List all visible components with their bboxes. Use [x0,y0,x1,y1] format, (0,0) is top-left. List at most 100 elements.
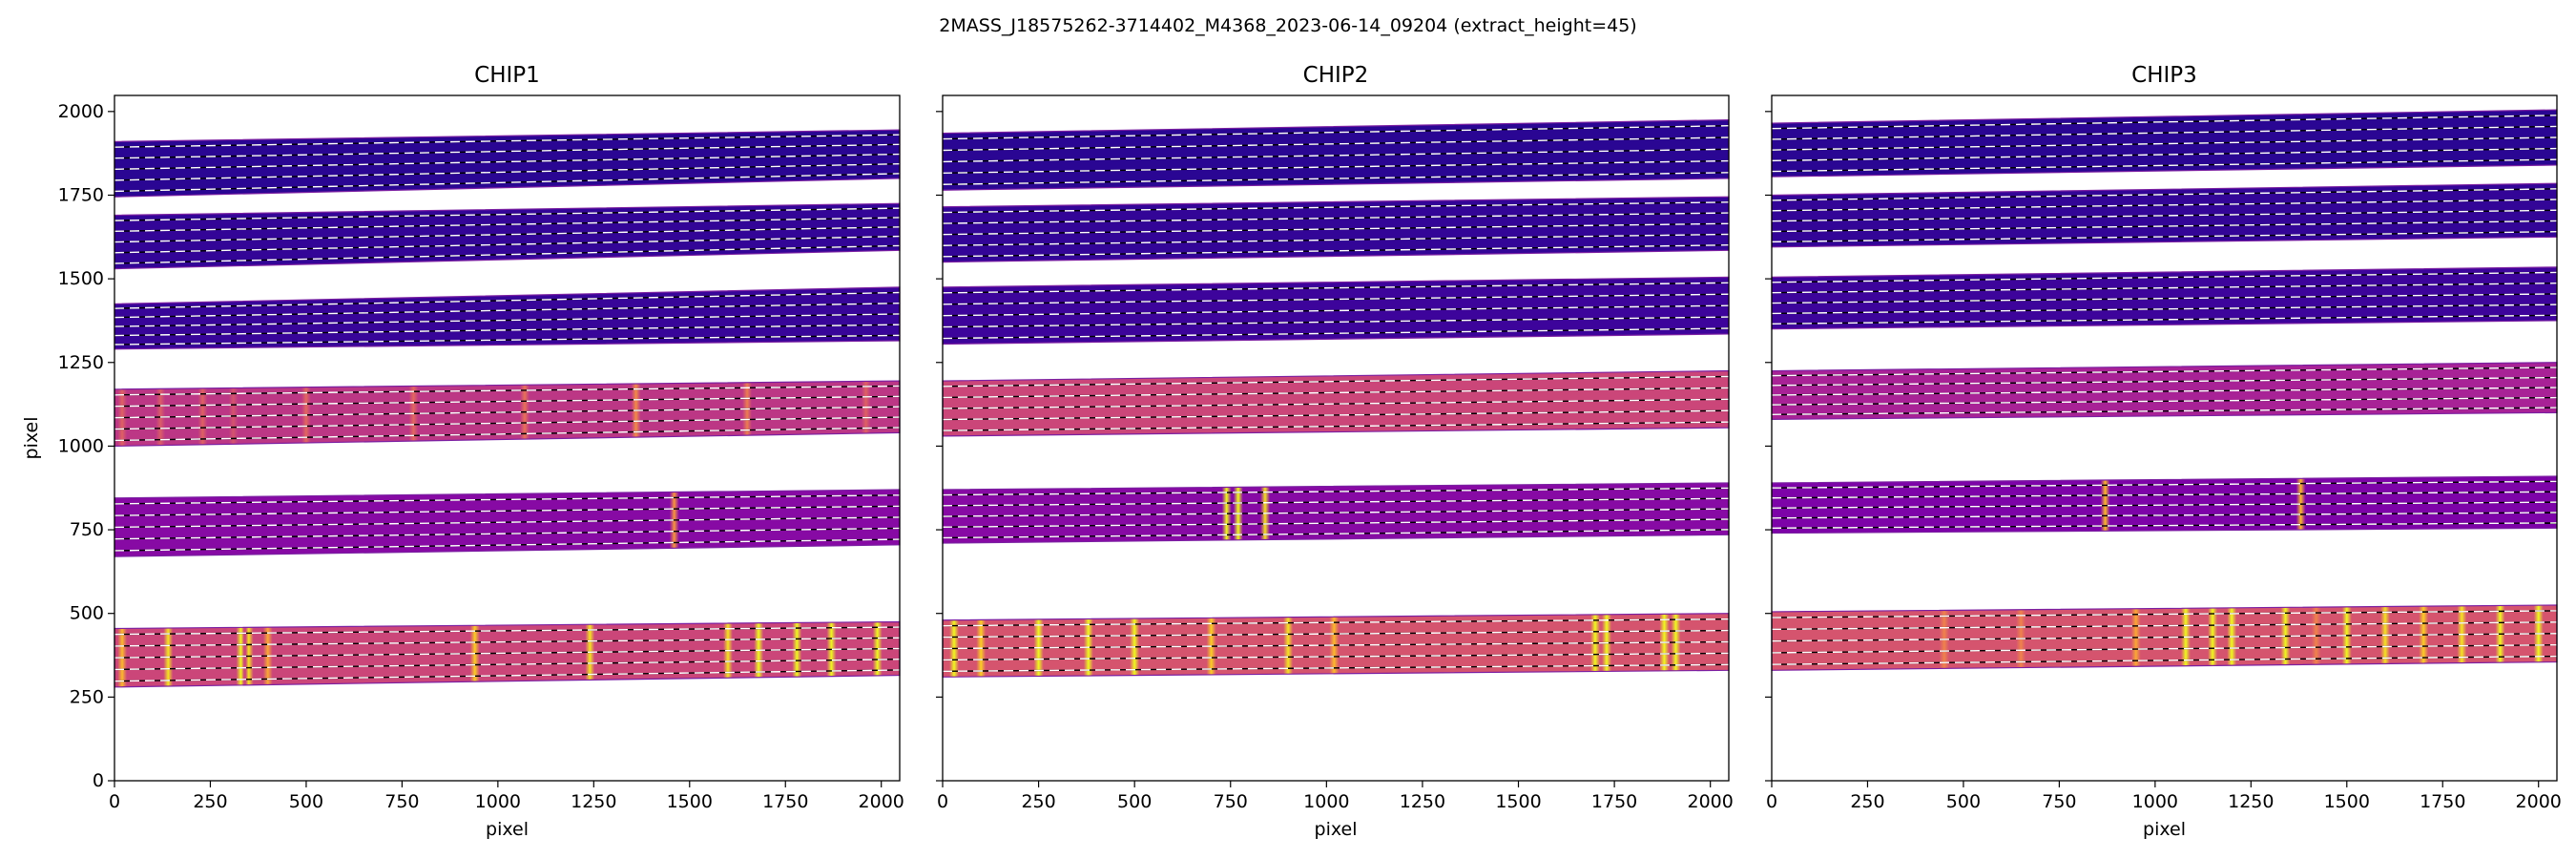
chip2-order-5-trace [942,508,1730,517]
chip3-order-6-trace [1771,655,2558,665]
chip2-xtick-label: 1250 [1400,791,1445,812]
chip1-order-3-trace [114,324,901,337]
chip2-order-3-trace [942,282,1730,294]
chip1-order-4-trace [114,385,901,396]
chip1-order-4-trace [114,416,901,430]
chip1-order-5-trace [114,516,901,529]
chip1-xlabel: pixel [486,819,529,840]
chip2-xtick-label: 1000 [1303,791,1349,812]
chip2-order-5-trace [942,518,1730,528]
chip2-order-1-trace [942,172,1730,185]
chip3-order-3-trace [1771,271,2558,283]
chip1-order-5-trace [114,538,901,552]
chip3-xlabel: pixel [2143,819,2186,840]
chip1-order-4-trace [114,395,901,408]
chip2-axes: 0 250 500 750 1000 1250 1500 1750 2000 [936,94,1734,812]
chip1-order-3-trace [114,334,901,346]
chip1-ytick-label: 1250 [58,352,104,373]
chip1-order-1-trace [114,173,901,193]
chip3-order-1-trace [1771,136,2558,151]
chip1-order-6-trace [114,637,901,647]
chip3-order-2-trace [1771,188,2558,201]
chip1-xtick-label: 1750 [762,791,808,812]
chip3-order-5-trace [1771,480,2558,489]
chip1-plot-area [114,129,901,688]
chip2-order-3-trace [942,304,1730,317]
chip3-order-6-trace [1771,610,2558,618]
chip3-panel: CHIP3 pixel 0 250 500 750 1000 1250 1500 1750 20… [1765,63,2562,840]
chip2-order-6-trace [942,629,1730,639]
chip2-order-5-trace [942,529,1730,539]
chip3-order-6-trace [1771,621,2558,631]
chip3-axes: 0 250 500 750 1000 1250 1500 1750 2000 [1765,94,2562,812]
chip2-order-4-trace [942,409,1730,421]
chip1-axes: 0 250 500 750 1000 1250 1500 1750 2000 0 250 500 750… [58,94,904,812]
chip3-xtick-label: 0 [1766,791,1777,812]
chip2-order-2-trace [942,222,1730,236]
chip2-order-4-trace [942,387,1730,399]
chip1-xtick-label: 500 [289,791,323,812]
chip3-order-3-trace [1771,314,2558,325]
chip2-order-6-trace [942,663,1730,673]
chip2-order-6-trace [942,618,1730,627]
chip1-order-3-trace [114,313,901,327]
chip2-xtick-label: 500 [1117,791,1152,812]
chip1-order-6-trace [114,647,901,659]
chip1-title: CHIP1 [474,63,540,88]
chip3-xtick-label: 1750 [2420,791,2465,812]
chip3-order-6-trace [1771,633,2558,642]
chip3-order-1-trace [1771,115,2558,130]
chip1-axes-frame [114,94,901,782]
chip3-xtick-label: 500 [1946,791,1981,812]
chip2-xtick-label: 750 [1214,791,1248,812]
chip1-ytick-label: 250 [70,686,104,707]
chip2-order-1-trace [942,159,1730,175]
chip1-order-2 [114,202,901,270]
chip3-order-1-trace [1771,158,2558,173]
chip2-xtick-label: 0 [937,791,948,812]
chip3-xtick-label: 1250 [2228,791,2274,812]
chip1-xtick-label: 2000 [859,791,904,812]
chip3-order-5-trace [1771,522,2558,530]
chip1-order-5-trace [114,527,901,540]
chip1-xtick-label: 1000 [475,791,521,812]
chip1-ytick-label: 1500 [58,268,104,289]
chip3-order-5-trace [1771,491,2558,499]
chip1-xtick-label: 1250 [571,791,616,812]
chip2-order-2-trace [942,212,1730,224]
chip3-order-3-trace [1771,304,2558,315]
chip1-order-6-trace [114,626,901,636]
chip1-ytick-label: 1000 [58,435,104,456]
chip2-order-3-trace [942,293,1730,305]
chip1-xtick-label: 250 [193,791,227,812]
chip3-order-1-trace [1771,125,2558,140]
chip3-xtick-label: 1500 [2324,791,2370,812]
chip3-axes-frame [1771,94,2558,782]
chip1-xtick-label: 750 [384,791,419,812]
chip1-order-3-trace [114,291,901,309]
chip3-order-2-trace [1771,220,2558,233]
chip1-ytick-label: 0 [93,770,104,791]
chip2-order-4-trace [942,421,1730,431]
chip3-xtick-label: 750 [2042,791,2076,812]
chip1-order-5-trace [114,505,901,516]
chip1-order-2-trace [114,235,901,254]
chip2-order-2-trace [942,233,1730,246]
chip3-order-6-trace [1771,643,2558,654]
chip3-order-1-trace [1771,147,2558,162]
chip3-order-2-trace [1771,199,2558,212]
chip2-title: CHIP2 [1303,63,1369,88]
chip2-order-6-trace [942,652,1730,661]
chip1-ytick-label: 2000 [58,101,104,122]
chip3-order-2-trace [1771,230,2558,243]
chip1-order-3-trace [114,303,901,319]
chip2-order-3-trace [942,327,1730,340]
chip1-order-2-trace [114,207,901,221]
chip3-title: CHIP3 [2131,63,2197,88]
chip1-order-1-trace [114,143,901,159]
chip2-xtick-label: 1750 [1591,791,1637,812]
chip1-order-1 [114,129,901,198]
chip1-order-2-trace [114,244,901,264]
chip2-order-1-trace [942,148,1730,163]
